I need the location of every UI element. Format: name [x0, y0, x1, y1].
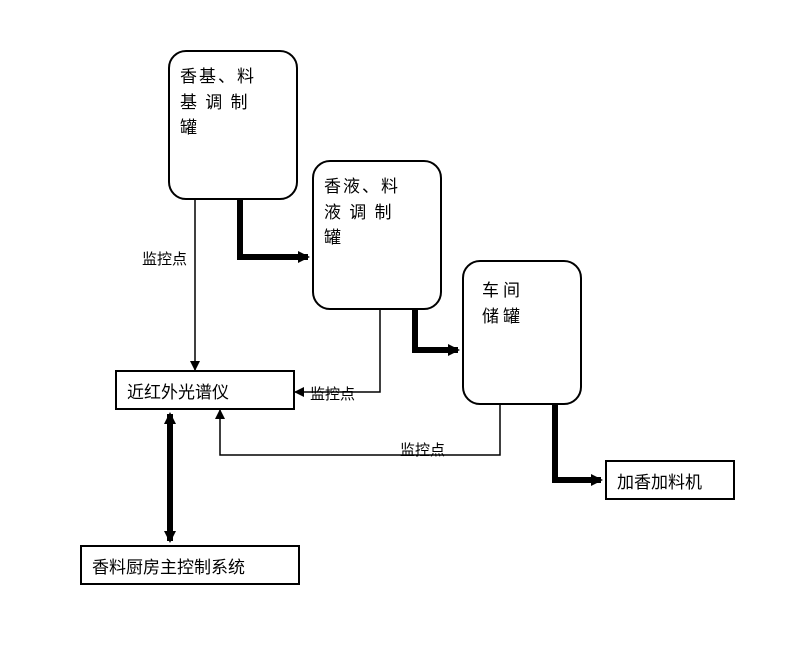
main-control-system: 香料厨房主控制系统	[80, 545, 300, 585]
storage-tank: 车间储罐	[462, 260, 582, 405]
edge-tank3-nir	[220, 405, 500, 455]
prep-tank-2: 香液、料液 调 制罐	[312, 160, 442, 310]
edge-tank1-tank2	[240, 200, 308, 257]
nir-label: 近红外光谱仪	[127, 378, 229, 403]
monitor-point-1-label: 监控点	[142, 248, 187, 269]
edge-tank3-feeder	[555, 405, 601, 480]
monitor-point-3-label: 监控点	[400, 439, 445, 460]
nir-spectrometer: 近红外光谱仪	[115, 370, 295, 410]
monitor-point-2-label: 监控点	[310, 383, 355, 404]
feeder-label: 加香加料机	[617, 468, 702, 493]
flavoring-feeder: 加香加料机	[605, 460, 735, 500]
controller-label: 香料厨房主控制系统	[92, 553, 245, 578]
edge-tank2-tank3	[415, 310, 458, 350]
prep-tank-1: 香基、料基 调 制罐	[168, 50, 298, 200]
prep-tank-2-label: 香液、料液 调 制罐	[324, 174, 430, 251]
prep-tank-1-label: 香基、料基 调 制罐	[180, 64, 286, 141]
storage-tank-label: 车间储罐	[482, 278, 562, 329]
edge-tank2-nir	[295, 310, 380, 392]
